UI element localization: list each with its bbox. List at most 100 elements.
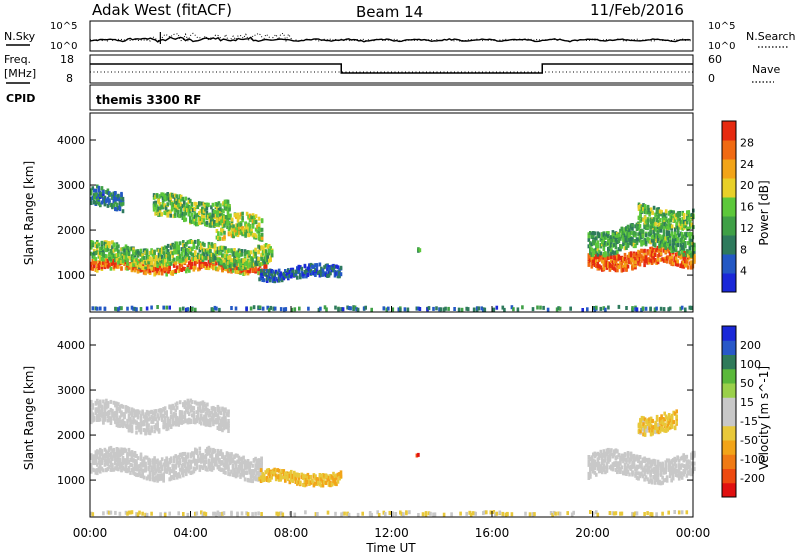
- power-cell: [166, 213, 169, 218]
- velocity-cell: [162, 420, 165, 425]
- power-cell: [685, 263, 689, 268]
- power-cell: [189, 209, 192, 214]
- velocity-cell: [141, 420, 144, 425]
- velocity-cell: [224, 415, 227, 420]
- power-cell: [415, 306, 419, 311]
- power-cell: [303, 264, 307, 269]
- power-cell: [157, 211, 160, 216]
- power-cell: [115, 307, 119, 312]
- velocity-cell: [255, 459, 259, 463]
- power-cell: [426, 307, 429, 312]
- power-cell: [166, 251, 170, 256]
- power-cell: [243, 249, 247, 254]
- velocity-cell: [151, 469, 155, 474]
- velocity-cell: [97, 415, 101, 420]
- velocity-cell: [287, 472, 290, 477]
- velocity-cell: [90, 415, 93, 420]
- power-cell: [608, 242, 612, 246]
- velocity-cell: [105, 412, 108, 416]
- power-cell: [115, 203, 119, 207]
- power-cell: [250, 228, 253, 233]
- power-cell: [232, 234, 235, 239]
- power-cell: [674, 248, 678, 252]
- power-cell: [106, 247, 110, 252]
- power-cell: [432, 306, 435, 311]
- power-cell: [163, 263, 167, 268]
- velocity-cell: [290, 469, 293, 474]
- power-cell: [227, 221, 231, 225]
- power-cell: [100, 265, 104, 270]
- power-cell: [287, 272, 290, 277]
- power-cell: [311, 271, 314, 275]
- power-cell: [285, 274, 289, 279]
- power-cell: [189, 218, 192, 223]
- power-cell: [211, 221, 215, 226]
- velocity-cell: [262, 478, 266, 482]
- power-cell: [163, 269, 167, 274]
- power-cell: [118, 205, 122, 210]
- power-cell: [626, 243, 630, 248]
- velocity-cell: [186, 461, 190, 466]
- power-cell: [647, 231, 651, 236]
- velocity-cell: [291, 475, 295, 480]
- velocity-cell: [306, 472, 310, 477]
- power-cell: [226, 225, 229, 229]
- power-cell: [602, 237, 606, 242]
- power-cell: [195, 245, 199, 250]
- velocity-cell: [222, 424, 226, 429]
- power-cell: [166, 267, 170, 272]
- power-cell: [181, 216, 185, 220]
- power-cell: [638, 231, 642, 236]
- power-cell: [592, 231, 595, 236]
- velocity-cell: [294, 480, 298, 484]
- power-cell: [309, 262, 313, 267]
- date-title: 11/Feb/2016: [590, 1, 684, 19]
- power-cell: [649, 207, 653, 212]
- velocity-cell: [142, 459, 146, 464]
- velocity-cell: [225, 462, 229, 467]
- power-cell: [595, 243, 598, 248]
- power-cell: [153, 262, 156, 267]
- power-cell: [235, 223, 238, 228]
- velocity-cell: [183, 469, 187, 474]
- power-cell: [226, 202, 230, 207]
- power-cell: [649, 224, 652, 229]
- power-cell: [589, 243, 592, 248]
- velocity-cell: [120, 447, 123, 452]
- power-cell: [158, 209, 162, 214]
- power-cell: [167, 211, 171, 216]
- velocity-cell: [224, 419, 227, 424]
- power-cell: [191, 307, 194, 312]
- velocity-cell: [213, 410, 217, 415]
- velocity-cell: [197, 408, 200, 413]
- power-cell: [660, 225, 663, 229]
- power-cell: [337, 307, 340, 312]
- velocity-cell: [162, 474, 165, 479]
- velocity-cell: [218, 416, 221, 421]
- velocity-cell: [96, 416, 99, 421]
- velocity-cell: [106, 466, 110, 471]
- power-cell: [226, 211, 230, 216]
- velocity-cell: [237, 467, 241, 472]
- velocity-cell: [188, 417, 191, 422]
- power-cell: [135, 266, 138, 271]
- power-cell: [669, 218, 672, 223]
- velocity-cell: [210, 406, 214, 411]
- power-cell: [227, 249, 230, 254]
- velocity-cell: [221, 455, 224, 459]
- power-cell: [222, 262, 226, 267]
- power-cell: [320, 266, 323, 271]
- velocity-cell: [237, 458, 241, 463]
- power-cell: [647, 249, 651, 254]
- power-cell: [162, 264, 165, 269]
- velocity-cell: [154, 423, 158, 428]
- power-cell: [223, 219, 226, 224]
- power-cell: [206, 263, 209, 268]
- velocity-cell: [160, 464, 164, 469]
- power-cell: [193, 207, 197, 212]
- power-cell: [120, 193, 123, 198]
- power-cell: [598, 249, 601, 254]
- velocity-cell: [147, 430, 150, 435]
- power-cell: [679, 253, 682, 258]
